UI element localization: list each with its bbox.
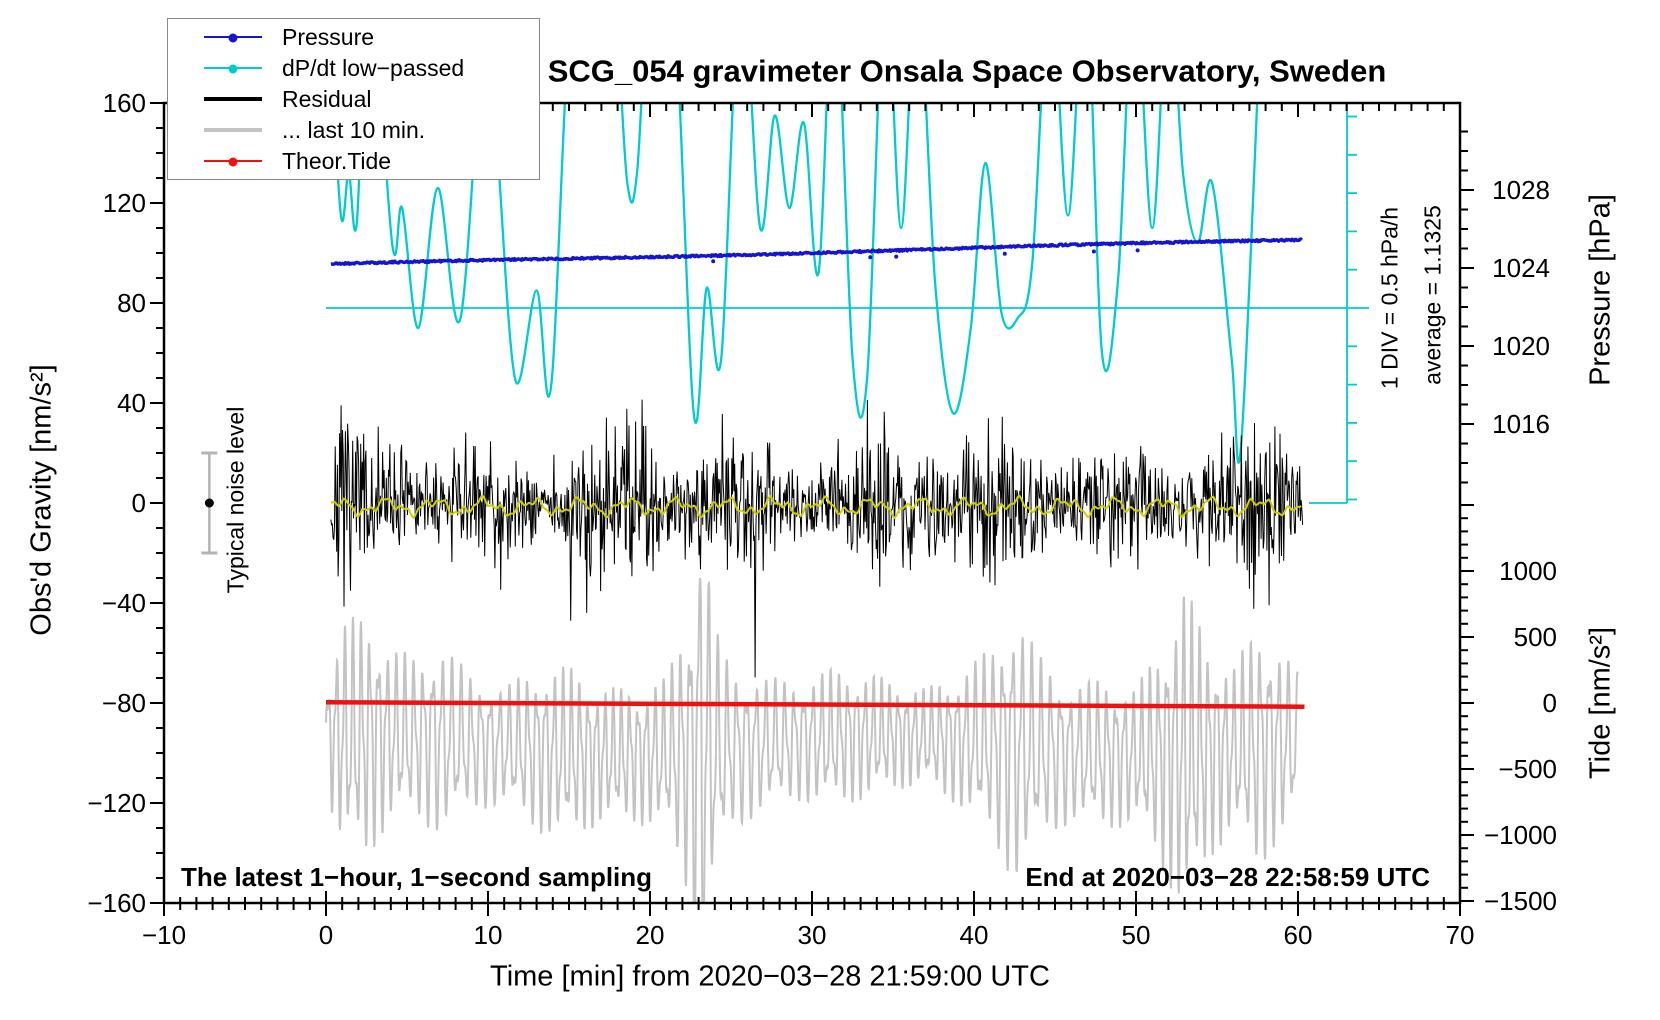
- pressure-outlier-dot: [711, 259, 716, 264]
- end-time-note: End at 2020−03−28 22:58:59 UTC: [1025, 862, 1430, 892]
- pressure-line-sample-icon: [204, 33, 262, 43]
- y-axis-title-gravity: Obs'd Gravity [nm/s²]: [25, 364, 58, 636]
- residual-line-sample-icon: [204, 97, 262, 101]
- legend-box: Pressure dP/dt low−passed Residual ... l…: [167, 18, 540, 180]
- gravity-tick-label: 80: [117, 288, 146, 318]
- y-axis-title-pressure: Pressure [hPa]: [1584, 194, 1617, 386]
- y-axis-title-tide: Tide [nm/s²]: [1584, 626, 1617, 780]
- legend-label: ... last 10 min.: [282, 116, 426, 143]
- x-axis-tick-label: 70: [1445, 920, 1475, 950]
- typical-noise-marker: [201, 451, 218, 555]
- dpdt-div-scalebar: [1309, 103, 1369, 504]
- gravity-tick-label: −80: [101, 688, 146, 718]
- pressure-outlier-dot: [868, 255, 873, 260]
- average-annotation: average = 1.1325: [1419, 205, 1446, 385]
- pressure-tick-label: 1020: [1492, 331, 1550, 361]
- x-axis-tick-label: −10: [141, 920, 187, 950]
- gravity-tick-label: −160: [87, 888, 146, 918]
- dpdt-line-sample-icon: [204, 64, 262, 74]
- pressure-outlier-dot: [1135, 248, 1140, 253]
- x-axis-tick-label: 0: [318, 920, 334, 950]
- legend-label: dP/dt low−passed: [282, 54, 465, 81]
- pressure-tick-label: 1024: [1492, 253, 1550, 283]
- x-axis-tick-label: 60: [1283, 920, 1313, 950]
- legend-item-theor-tide: Theor.Tide: [168, 146, 539, 176]
- gravity-tick-label: 0: [131, 488, 146, 518]
- last10min-line-sample-icon: [204, 128, 262, 132]
- x-axis-tick-label: 50: [1121, 920, 1151, 950]
- pressure-outlier-dot: [1091, 249, 1096, 254]
- x-axis-tick-label: 30: [797, 920, 827, 950]
- x-axis-title: Time [min] from 2020−03−28 21:59:00 UTC: [490, 960, 1050, 993]
- sampling-note: The latest 1−hour, 1−second sampling: [181, 862, 653, 892]
- pressure-outlier-dot: [1002, 251, 1007, 256]
- gravity-tick-label: 160: [102, 88, 146, 118]
- x-axis-tick-label: 20: [635, 920, 665, 950]
- gravity-tick-label: −40: [101, 588, 146, 618]
- tide-tick-label: −500: [1498, 754, 1557, 784]
- legend-item-last10min: ... last 10 min.: [168, 115, 539, 145]
- tide-tick-label: −1000: [1483, 820, 1557, 850]
- tide-tick-label: 500: [1513, 622, 1557, 652]
- pressure-tick-label: 1016: [1492, 409, 1550, 439]
- legend-item-dpdt: dP/dt low−passed: [168, 53, 539, 83]
- gravity-tick-label: −120: [87, 788, 146, 818]
- last-10-min-curve: [325, 577, 1299, 903]
- tide-tick-label: 0: [1542, 688, 1557, 718]
- theor-tide-line-sample-icon: [204, 157, 262, 167]
- pressure-outlier-dot: [894, 254, 899, 259]
- pressure-tick-label: 1028: [1492, 175, 1550, 205]
- chart-title: SCG_054 gravimeter Onsala Space Observat…: [547, 53, 1387, 89]
- legend-label: Theor.Tide: [282, 147, 392, 174]
- div-scale-annotation: 1 DIV = 0.5 hPa/h: [1376, 206, 1403, 390]
- legend-item-residual: Residual: [168, 84, 539, 114]
- dpdt-lowpassed-curve: [332, 103, 1259, 464]
- gravity-tick-label: 40: [117, 388, 146, 418]
- legend-item-pressure: Pressure: [168, 22, 539, 52]
- typical-noise-level-label: Typical noise level: [222, 406, 249, 594]
- tide-tick-label: 1000: [1499, 556, 1557, 586]
- legend-label: Pressure: [282, 23, 375, 50]
- data-curves: [325, 103, 1347, 903]
- plot-frame: [150, 101, 1474, 916]
- residual-smoothed-curve: [330, 494, 1302, 520]
- theor-tide-curve: [325, 700, 1305, 709]
- x-axis-tick-label: 10: [473, 920, 503, 950]
- x-axis-tick-label: 40: [959, 920, 989, 950]
- legend-label: Residual: [282, 85, 372, 112]
- pressure-curve: [330, 237, 1303, 266]
- tide-tick-label: −1500: [1483, 886, 1557, 916]
- gravity-tick-label: 120: [102, 188, 146, 218]
- residual-curve: [330, 399, 1304, 678]
